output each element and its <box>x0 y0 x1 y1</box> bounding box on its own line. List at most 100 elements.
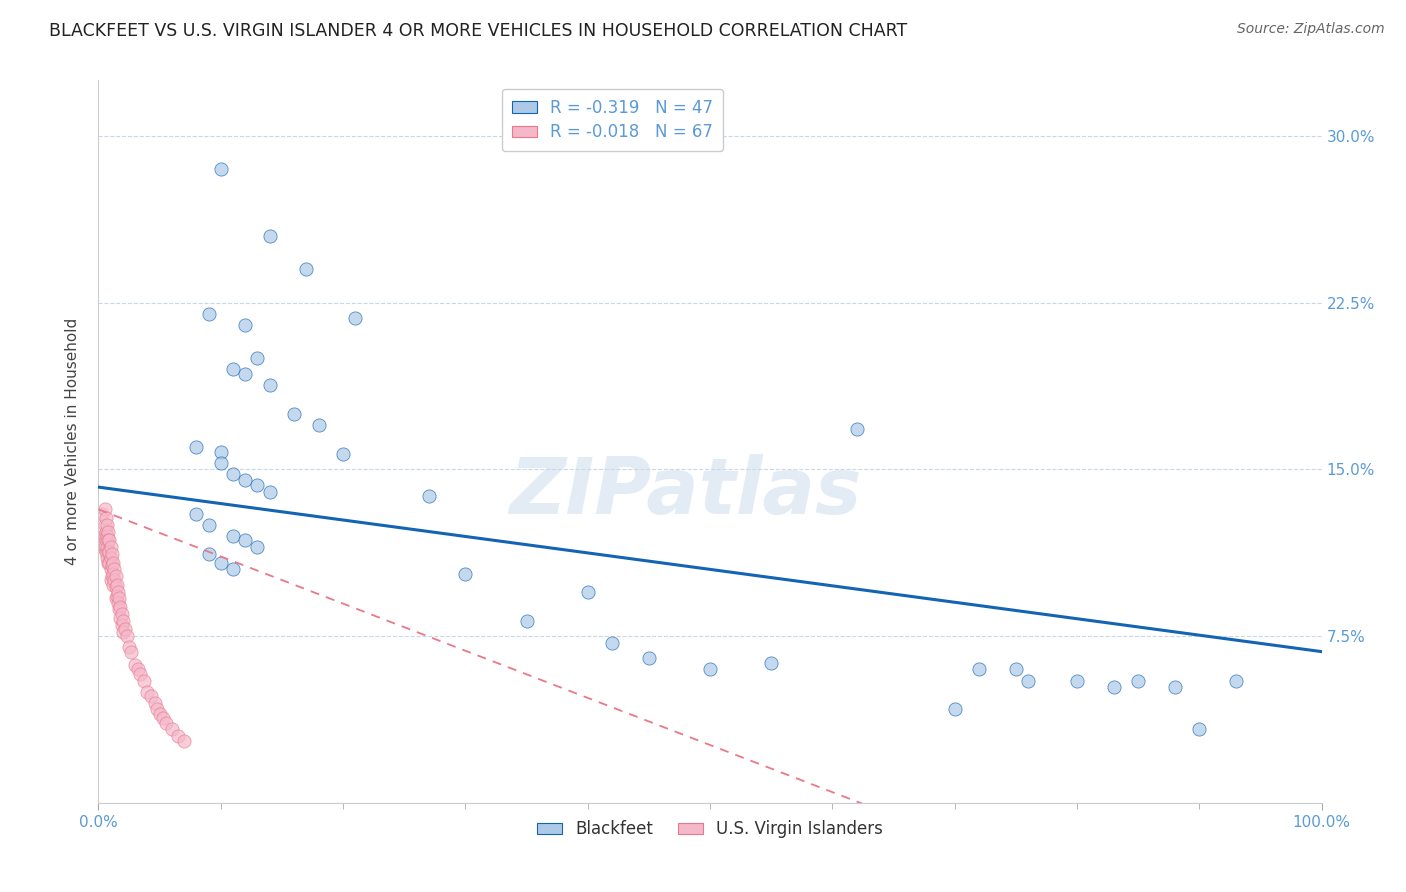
Point <box>96 529 118 543</box>
Point <box>233 367 256 381</box>
Point <box>332 447 354 461</box>
Point <box>139 689 162 703</box>
Point <box>107 596 129 610</box>
Point <box>152 711 174 725</box>
Point <box>107 584 129 599</box>
Point <box>209 162 232 177</box>
Point <box>111 607 134 621</box>
Point <box>146 702 169 716</box>
Point <box>101 547 124 561</box>
Point <box>129 666 152 681</box>
Point <box>197 547 219 561</box>
Point <box>637 651 661 665</box>
Point <box>197 307 219 321</box>
Point <box>91 507 114 521</box>
Point <box>167 729 190 743</box>
Point <box>97 544 120 558</box>
Y-axis label: 4 or more Vehicles in Household: 4 or more Vehicles in Household <box>65 318 80 566</box>
Text: ZIPatlas: ZIPatlas <box>509 454 862 530</box>
Point <box>1188 723 1211 737</box>
Point <box>96 551 118 566</box>
Point <box>155 715 177 730</box>
Point <box>259 377 281 392</box>
Point <box>98 533 121 548</box>
Point <box>1102 680 1125 694</box>
Point <box>104 580 127 594</box>
Text: BLACKFEET VS U.S. VIRGIN ISLANDER 4 OR MORE VEHICLES IN HOUSEHOLD CORRELATION CH: BLACKFEET VS U.S. VIRGIN ISLANDER 4 OR M… <box>49 22 907 40</box>
Point <box>105 578 128 592</box>
Point <box>97 533 120 548</box>
Point <box>96 540 118 554</box>
Point <box>101 569 124 583</box>
Point <box>118 640 141 655</box>
Point <box>98 544 121 558</box>
Point <box>110 600 132 615</box>
Point <box>93 540 115 554</box>
Point <box>120 645 142 659</box>
Point <box>1004 662 1026 676</box>
Point <box>100 540 122 554</box>
Point <box>110 611 132 625</box>
Point <box>233 533 256 548</box>
Point <box>103 574 125 588</box>
Point <box>104 569 127 583</box>
Point <box>93 529 115 543</box>
Point <box>101 558 124 572</box>
Point <box>108 591 131 606</box>
Point <box>93 502 115 516</box>
Point <box>94 511 117 525</box>
Point <box>967 662 990 676</box>
Point <box>105 589 128 603</box>
Point <box>94 524 117 539</box>
Point <box>97 556 120 570</box>
Point <box>94 533 117 548</box>
Point <box>222 467 245 481</box>
Point <box>454 566 477 581</box>
Point <box>761 656 783 670</box>
Point <box>295 262 318 277</box>
Point <box>186 507 208 521</box>
Point <box>103 562 125 576</box>
Point <box>124 657 146 672</box>
Point <box>1017 673 1039 688</box>
Point <box>222 562 245 576</box>
Point <box>1128 673 1150 688</box>
Point <box>100 551 122 566</box>
Point <box>91 540 114 554</box>
Point <box>515 614 537 628</box>
Point <box>91 529 114 543</box>
Point <box>100 562 122 576</box>
Point <box>1164 680 1187 694</box>
Point <box>149 706 172 721</box>
Point <box>101 556 124 570</box>
Point <box>98 556 121 570</box>
Point <box>93 517 115 532</box>
Point <box>127 662 149 676</box>
Point <box>845 422 868 436</box>
Point <box>160 723 183 737</box>
Point <box>283 407 305 421</box>
Point <box>246 478 269 492</box>
Point <box>132 673 155 688</box>
Point <box>94 544 117 558</box>
Point <box>222 362 245 376</box>
Point <box>209 444 232 458</box>
Point <box>259 484 281 499</box>
Point <box>576 584 599 599</box>
Point <box>186 440 208 454</box>
Point <box>222 529 245 543</box>
Point <box>173 733 195 747</box>
Point <box>108 602 131 616</box>
Point <box>209 456 232 470</box>
Point <box>418 489 440 503</box>
Point <box>97 524 120 539</box>
Legend: Blackfeet, U.S. Virgin Islanders: Blackfeet, U.S. Virgin Islanders <box>530 814 890 845</box>
Point <box>104 591 127 606</box>
Point <box>1066 673 1088 688</box>
Point <box>246 351 269 366</box>
Point <box>114 623 136 637</box>
Point <box>600 636 623 650</box>
Point <box>344 311 367 326</box>
Point <box>209 556 232 570</box>
Point <box>233 474 256 488</box>
